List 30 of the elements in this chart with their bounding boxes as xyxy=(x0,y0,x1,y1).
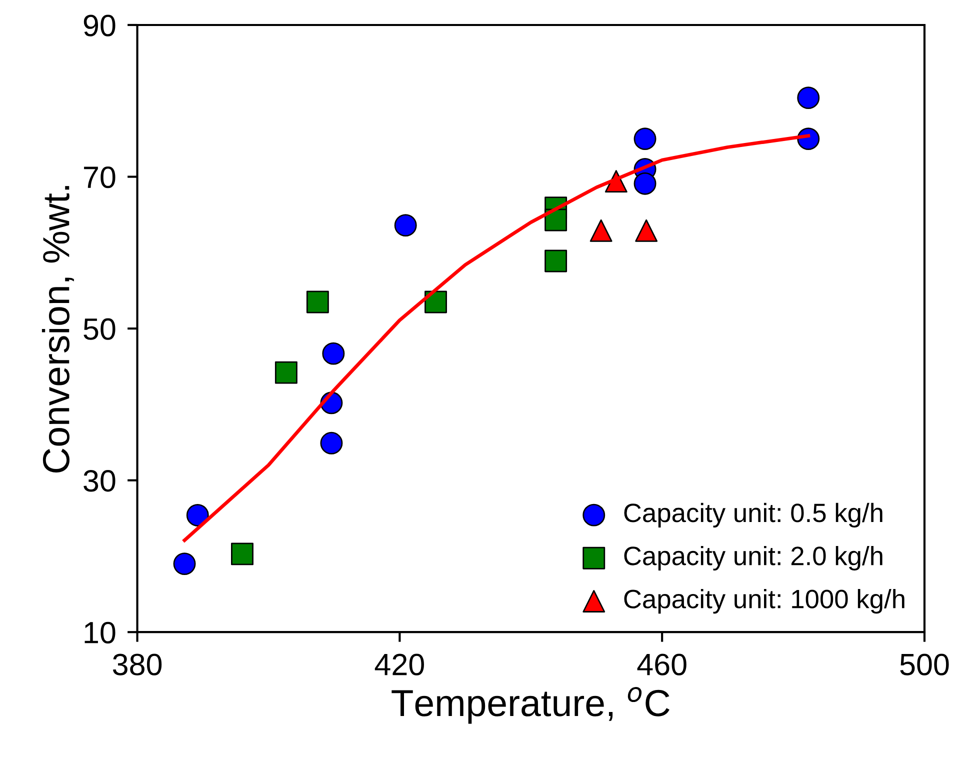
point xyxy=(590,219,612,242)
y-axis-title: Conversion, %wt. xyxy=(42,186,74,473)
point xyxy=(635,219,658,242)
legend-label: Capacity unit: 2.0 kg/h xyxy=(624,546,882,571)
point xyxy=(424,290,447,314)
point xyxy=(544,250,568,272)
y-tick-label: 90 xyxy=(84,14,116,36)
y-tick-label: 70 xyxy=(84,166,116,188)
point xyxy=(231,542,254,566)
x-tick-label: 380 xyxy=(112,654,162,676)
point xyxy=(634,128,656,150)
x-tick-label: 420 xyxy=(374,654,424,676)
point xyxy=(186,504,209,526)
point xyxy=(544,208,568,232)
y-tick-label: 50 xyxy=(84,318,116,340)
x-tick-label: 500 xyxy=(900,654,949,676)
y-tick-label: 10 xyxy=(84,622,116,644)
point xyxy=(320,432,343,454)
x-tick-label: 460 xyxy=(637,654,686,676)
legend-label: Capacity unit: 1000 kg/h xyxy=(624,589,904,614)
point xyxy=(306,290,329,314)
point xyxy=(634,172,656,195)
point xyxy=(274,361,298,384)
point xyxy=(322,342,345,365)
point xyxy=(797,86,820,110)
x-axis-title: Temperature, $^{o}$C xyxy=(392,686,670,724)
y-tick-label: 30 xyxy=(84,470,116,492)
point xyxy=(173,552,196,576)
point xyxy=(394,214,417,237)
legend-label: Capacity unit: 0.5 kg/h xyxy=(624,502,882,528)
